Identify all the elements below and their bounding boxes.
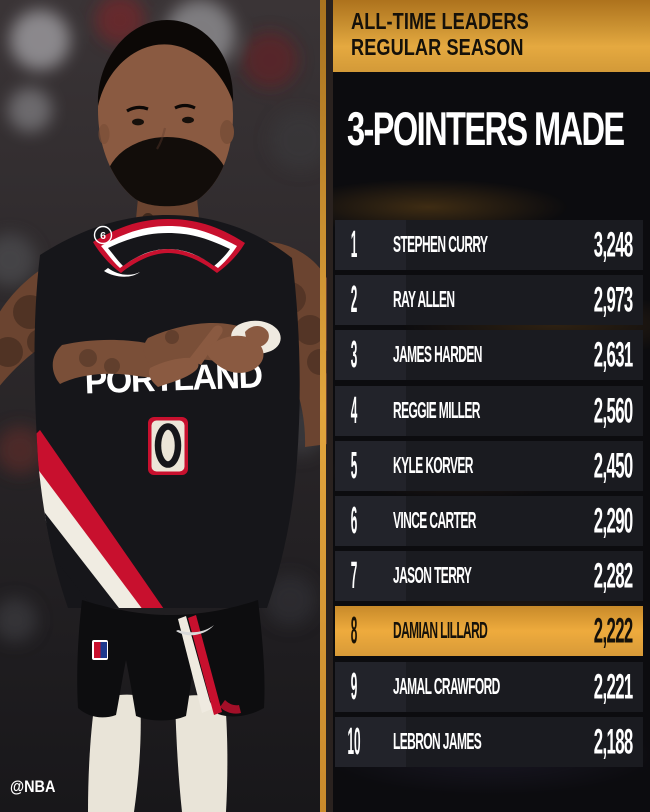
svg-text:6: 6 <box>100 230 106 242</box>
